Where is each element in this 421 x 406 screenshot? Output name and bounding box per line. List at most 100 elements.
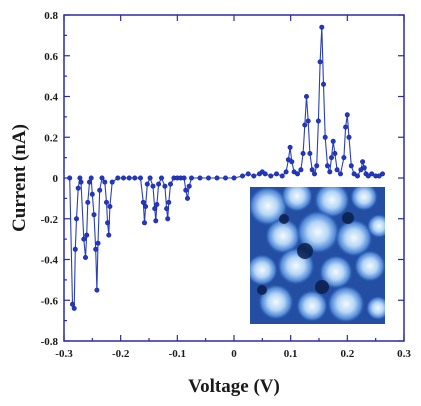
y-tick-label: -0.2 bbox=[41, 214, 59, 226]
data-point bbox=[181, 175, 187, 181]
data-point bbox=[156, 181, 162, 187]
y-tick-label: 0 bbox=[53, 173, 59, 185]
data-point bbox=[314, 163, 320, 169]
data-point bbox=[346, 134, 352, 140]
data-point bbox=[150, 183, 156, 189]
data-point bbox=[189, 175, 195, 181]
data-point bbox=[152, 206, 158, 212]
data-point bbox=[183, 187, 189, 193]
data-point bbox=[89, 191, 95, 197]
data-point bbox=[303, 94, 309, 100]
y-axis-label: Current (nA) bbox=[9, 124, 30, 232]
data-point bbox=[320, 81, 326, 87]
data-point bbox=[81, 236, 87, 242]
data-point bbox=[85, 199, 91, 205]
data-point bbox=[354, 173, 360, 179]
inset-feature bbox=[335, 219, 373, 257]
data-point bbox=[97, 187, 103, 193]
data-point bbox=[109, 179, 115, 185]
data-point bbox=[67, 175, 73, 181]
inset-dark-spot bbox=[257, 285, 267, 295]
x-tick-label: 0.3 bbox=[397, 348, 411, 360]
data-point bbox=[93, 246, 99, 252]
inset-feature bbox=[367, 214, 385, 238]
data-point bbox=[162, 183, 168, 189]
data-point bbox=[153, 218, 159, 224]
y-tick-label: 0.2 bbox=[44, 132, 58, 144]
data-point bbox=[126, 175, 132, 181]
y-tick-label: 0.6 bbox=[44, 51, 58, 63]
data-point bbox=[94, 287, 100, 293]
data-point bbox=[273, 171, 279, 177]
data-point bbox=[324, 163, 330, 169]
inset-feature bbox=[296, 290, 328, 322]
data-point bbox=[307, 151, 313, 157]
data-point bbox=[132, 175, 138, 181]
data-point bbox=[84, 232, 90, 238]
data-point bbox=[344, 112, 350, 118]
data-point bbox=[159, 175, 165, 181]
data-point bbox=[379, 171, 385, 177]
inset-feature bbox=[366, 296, 385, 320]
data-point bbox=[341, 155, 347, 161]
data-point bbox=[348, 163, 354, 169]
data-point bbox=[142, 220, 148, 226]
data-point bbox=[166, 199, 172, 205]
data-point bbox=[309, 167, 315, 173]
data-point bbox=[147, 175, 153, 181]
x-tick-label: 0.1 bbox=[284, 348, 298, 360]
data-point bbox=[315, 118, 321, 124]
data-point bbox=[369, 171, 375, 177]
data-point bbox=[223, 175, 229, 181]
data-point bbox=[106, 232, 112, 238]
data-point bbox=[77, 175, 83, 181]
data-point bbox=[311, 171, 317, 177]
inset-feature bbox=[281, 187, 313, 212]
data-point bbox=[75, 185, 81, 191]
y-tick-label: -0.6 bbox=[41, 295, 59, 307]
x-tick-label: 0 bbox=[231, 348, 237, 360]
data-point bbox=[165, 216, 171, 222]
data-point bbox=[268, 173, 274, 179]
inset-dark-spot bbox=[315, 280, 329, 294]
data-point bbox=[87, 179, 93, 185]
x-tick-labels: -0.3 -0.2 -0.1 0 0.1 0.2 0.3 bbox=[55, 348, 411, 360]
data-point bbox=[287, 144, 293, 150]
y-tick-label: 0.4 bbox=[44, 92, 58, 104]
data-point bbox=[105, 220, 111, 226]
data-point bbox=[319, 24, 325, 30]
inset-feature bbox=[314, 187, 350, 218]
data-point bbox=[302, 122, 308, 128]
data-point bbox=[186, 183, 192, 189]
data-point bbox=[332, 151, 338, 157]
data-point bbox=[328, 155, 334, 161]
inset-dark-spot bbox=[279, 214, 289, 224]
data-point bbox=[330, 138, 336, 144]
data-point bbox=[197, 175, 203, 181]
axis-ticks bbox=[63, 14, 405, 342]
data-point bbox=[317, 59, 323, 65]
inset-feature bbox=[319, 255, 353, 289]
x-axis-label: Voltage (V) bbox=[188, 376, 280, 397]
data-point bbox=[107, 204, 113, 210]
data-point bbox=[115, 175, 121, 181]
data-point bbox=[138, 175, 144, 181]
x-tick-label: -0.2 bbox=[112, 348, 130, 360]
y-tick-label: -0.8 bbox=[41, 336, 59, 348]
inset-dark-spot bbox=[297, 243, 313, 259]
data-point bbox=[361, 165, 367, 171]
x-tick-label: 0.2 bbox=[340, 348, 354, 360]
data-point bbox=[343, 124, 349, 130]
inset-feature bbox=[327, 285, 365, 323]
inset-image bbox=[250, 187, 385, 324]
data-point bbox=[72, 246, 78, 252]
data-point bbox=[70, 301, 76, 307]
data-point bbox=[144, 181, 150, 187]
data-point bbox=[298, 167, 304, 173]
data-point bbox=[283, 169, 289, 175]
inset-feature bbox=[296, 210, 340, 254]
data-point bbox=[95, 240, 101, 246]
data-point bbox=[327, 169, 333, 175]
data-point bbox=[154, 202, 160, 208]
